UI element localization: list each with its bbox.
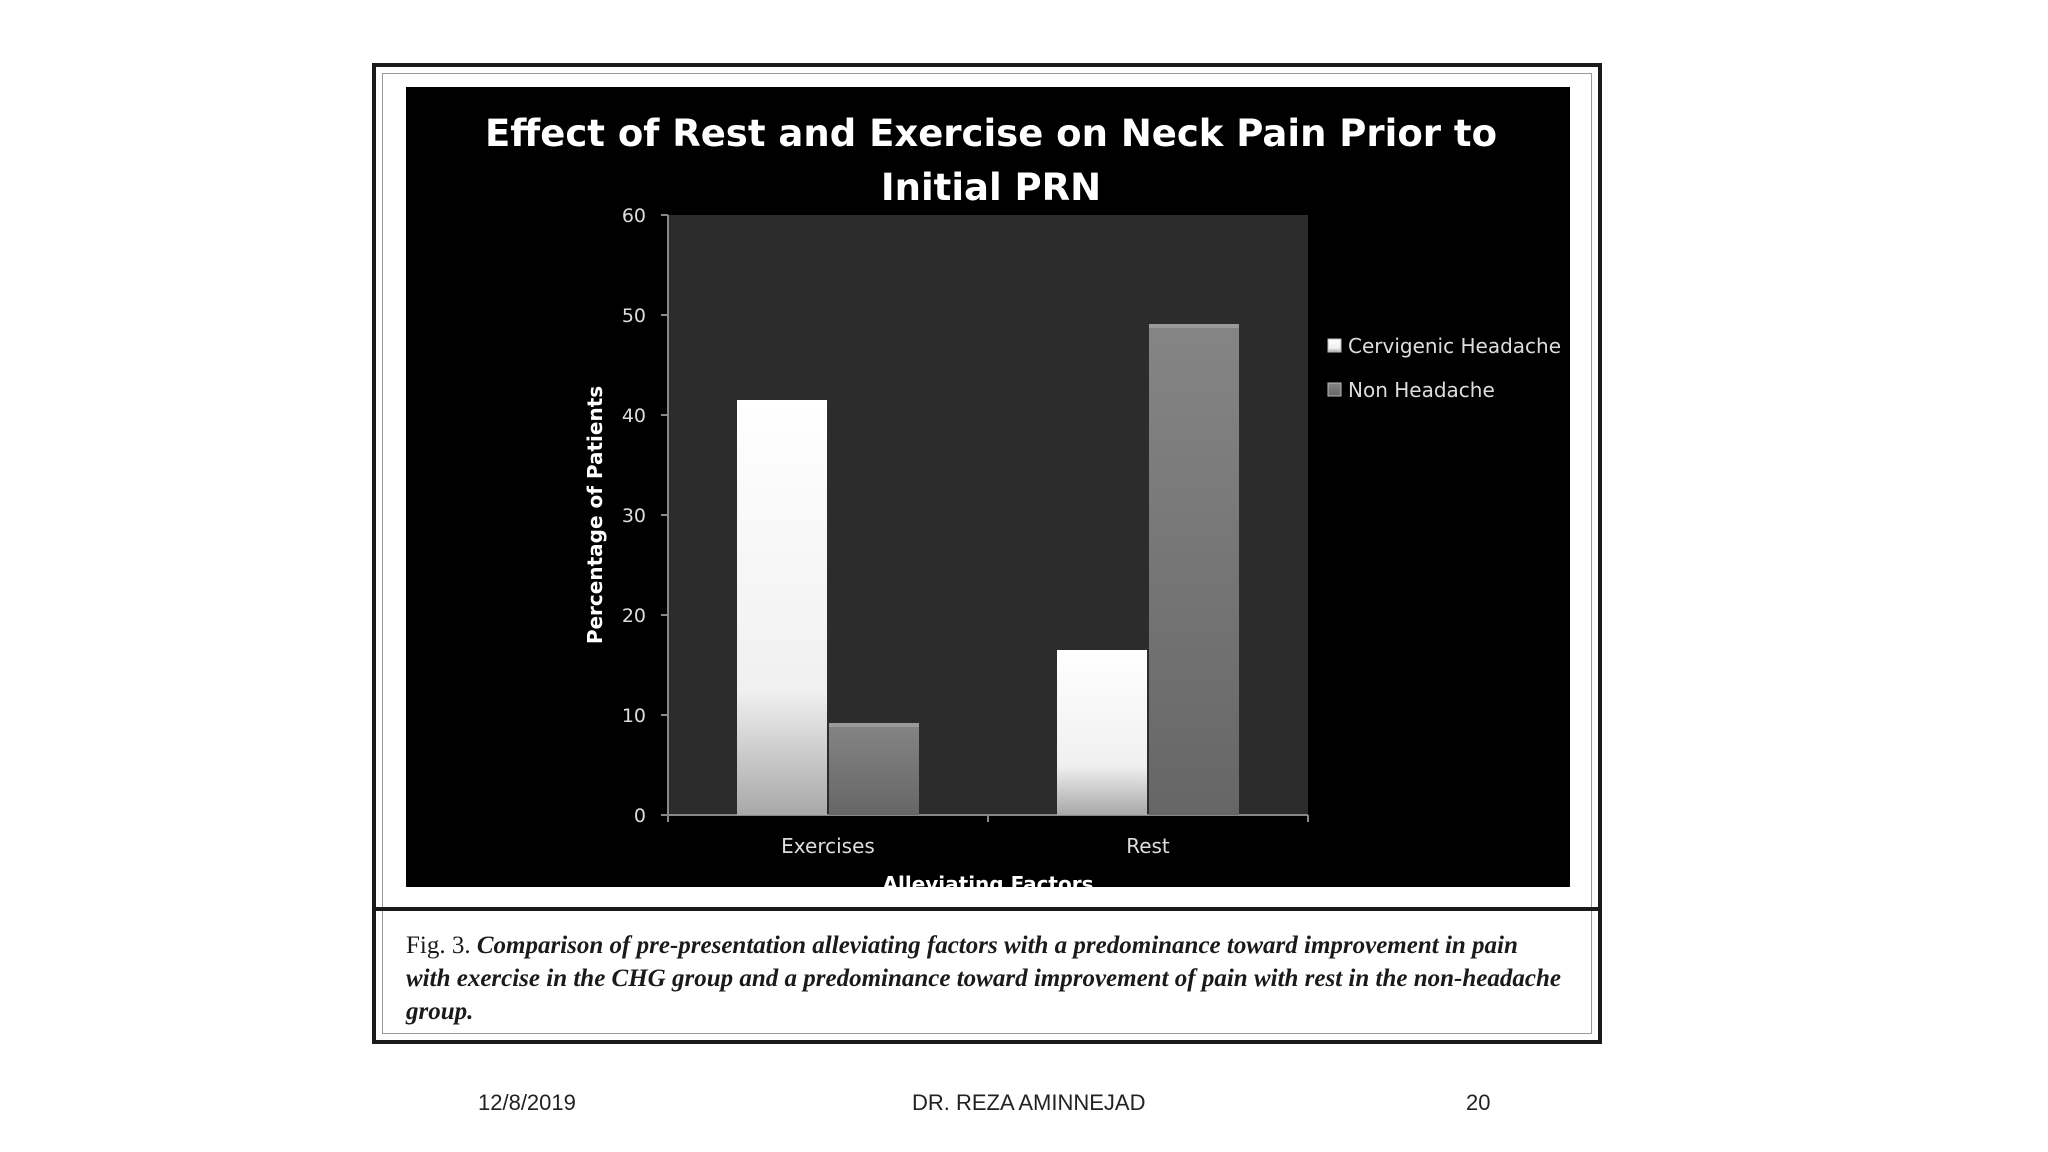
legend-label: Cervigenic Headache [1348, 334, 1561, 358]
bar-cervigenic-headache-rest [1057, 650, 1147, 815]
chart-panel: 0 10 20 30 40 50 60 Exercises Rest Alleviating Fa… [406, 87, 1570, 887]
caption-text: Comparison of pre-presentation alleviati… [406, 932, 1561, 1025]
legend-label: Non Headache [1348, 378, 1495, 402]
y-tick-label: 60 [622, 205, 646, 227]
y-tick-label: 10 [622, 705, 646, 727]
legend-swatch [1327, 338, 1342, 353]
figure-inner-border [382, 73, 1592, 1034]
footer-date: 12/8/2019 [478, 1090, 576, 1115]
y-tick-label: 0 [634, 805, 646, 827]
figure-caption: Fig. 3. Comparison of pre-presentation a… [406, 929, 1566, 1028]
x-axis-title: Alleviating Factors [883, 872, 1094, 887]
x-tick-label: Rest [1126, 834, 1170, 858]
legend-swatch [1327, 382, 1342, 397]
bar-top-highlight [1057, 650, 1147, 654]
chart-title: Effect of Rest and Exercise on Neck Pain… [484, 112, 1497, 209]
bar-chart: 0 10 20 30 40 50 60 Exercises Rest Alleviating Fa… [583, 205, 1561, 887]
y-tick-label: 30 [622, 505, 646, 527]
bar-non-headache-rest [1149, 324, 1239, 815]
caption-divider [376, 907, 1598, 911]
bar-cervigenic-headache-exercises [737, 400, 827, 815]
y-tick-label: 40 [622, 405, 646, 427]
figure-frame: 0 10 20 30 40 50 60 Exercises Rest Alleviating Fa… [372, 63, 1602, 1044]
bar-top-highlight [829, 723, 919, 727]
x-tick-label: Exercises [781, 834, 875, 858]
y-tick-label: 50 [622, 305, 646, 327]
caption-label: Fig. 3. [406, 932, 471, 959]
footer-author: DR. REZA AMINNEJAD [912, 1090, 1146, 1115]
bar-non-headache-exercises [829, 723, 919, 815]
footer-page-number: 20 [1466, 1090, 1491, 1115]
y-axis-title: Percentage of Patients [583, 386, 607, 644]
bar-top-highlight [1149, 324, 1239, 328]
bar-top-highlight [737, 400, 827, 404]
y-tick-label: 20 [622, 605, 646, 627]
